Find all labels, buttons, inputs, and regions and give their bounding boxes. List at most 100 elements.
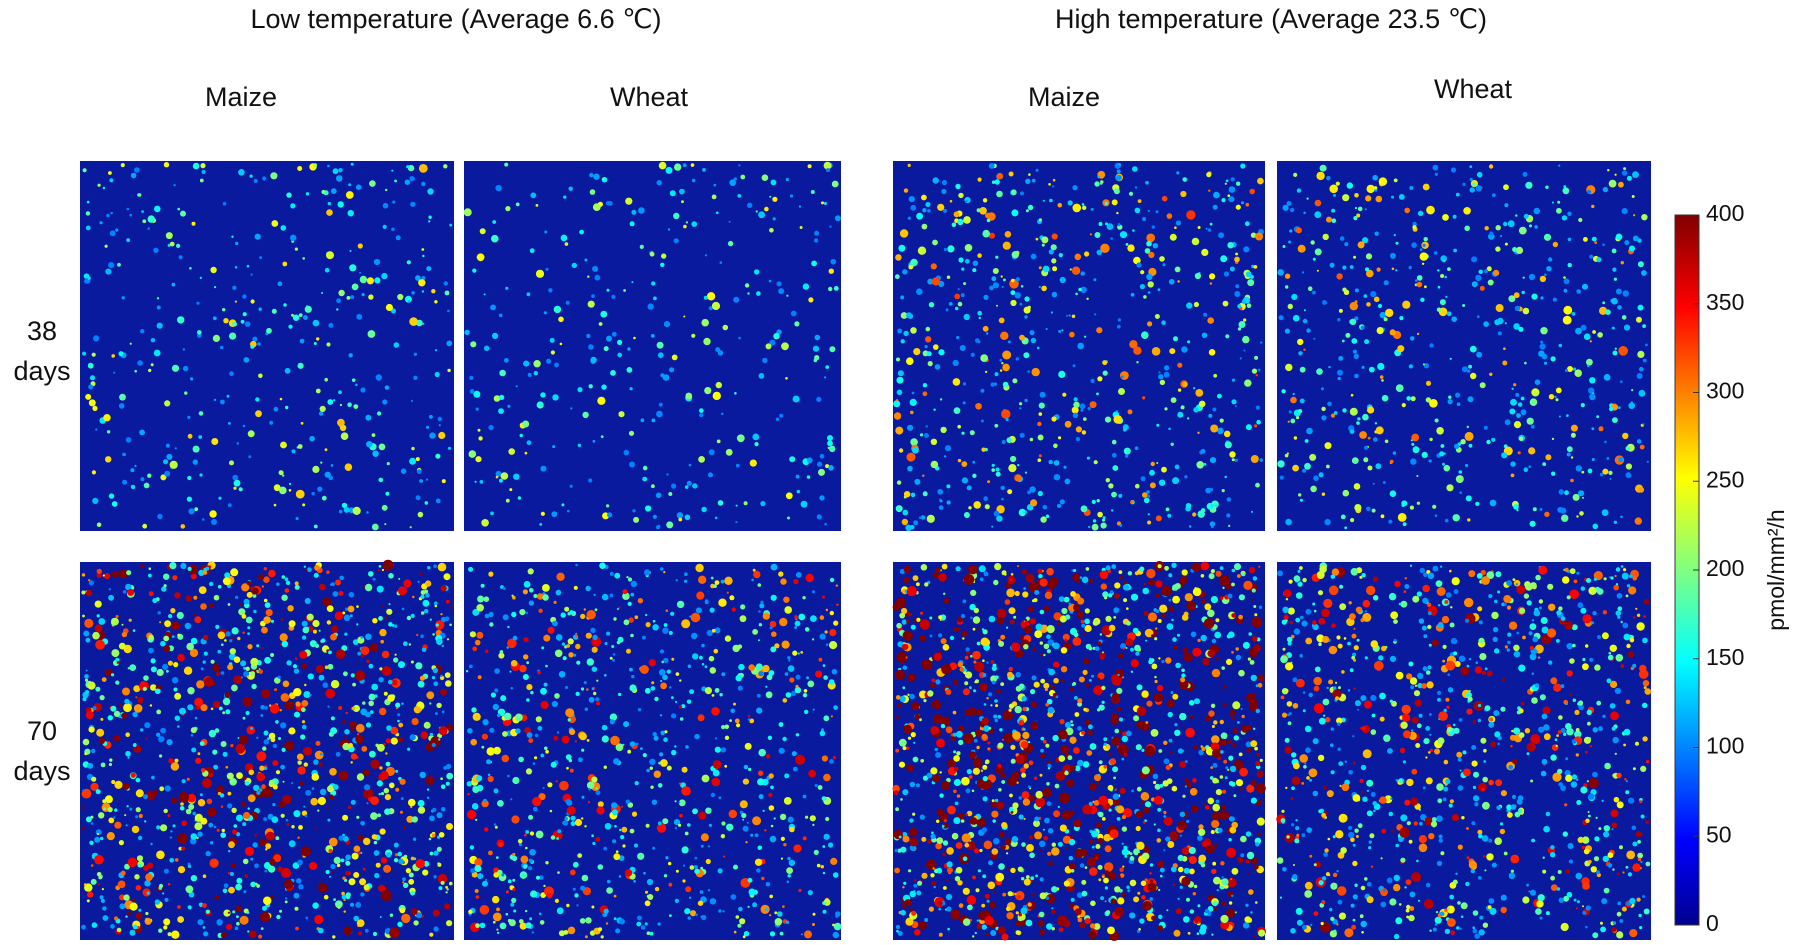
hotspot	[661, 660, 664, 664]
hotspot	[202, 570, 208, 575]
hotspot	[233, 479, 241, 487]
hotspot	[577, 853, 583, 858]
hotspot	[1102, 518, 1105, 522]
hotspot	[1518, 326, 1524, 332]
hotspot	[1602, 468, 1609, 475]
hotspot	[653, 735, 659, 741]
hotspot	[1088, 525, 1091, 529]
hotspot	[685, 221, 689, 224]
hotspot	[1381, 394, 1389, 402]
hotspot	[384, 385, 390, 390]
hotspot	[355, 184, 362, 190]
hotspot	[126, 805, 129, 808]
hotspot	[1187, 340, 1191, 344]
hotspot	[1173, 336, 1178, 342]
hotspot	[505, 912, 509, 916]
hotspot	[192, 811, 196, 816]
hotspot	[265, 848, 268, 851]
hotspot	[650, 334, 655, 338]
hotspot	[1495, 225, 1501, 231]
hotspot	[1367, 406, 1375, 414]
hotspot	[1118, 388, 1125, 395]
hotspot	[1454, 443, 1460, 449]
hotspot	[85, 589, 93, 597]
hotspot	[653, 770, 661, 778]
hotspot	[1243, 349, 1246, 352]
hotspot	[942, 840, 949, 846]
hotspot	[348, 743, 354, 748]
hotspot	[973, 848, 980, 854]
hotspot	[305, 192, 310, 196]
hotspot	[908, 264, 914, 270]
hotspot	[793, 578, 799, 585]
hotspot	[474, 889, 479, 893]
hotspot	[252, 587, 259, 595]
hotspot	[339, 575, 345, 581]
hotspot	[596, 679, 599, 682]
hotspot	[999, 358, 1003, 362]
hotspot	[630, 580, 638, 588]
hotspot	[97, 883, 101, 886]
hotspot	[338, 770, 349, 781]
hotspot	[588, 344, 594, 350]
hotspot	[124, 814, 127, 817]
hotspot	[447, 368, 451, 373]
hotspot	[1005, 417, 1009, 422]
hotspot	[812, 912, 816, 916]
hotspot	[1031, 178, 1036, 183]
hotspot	[268, 732, 276, 740]
hotspot	[721, 672, 726, 677]
hotspot	[431, 833, 436, 838]
hotspot	[353, 915, 360, 922]
hotspot	[1142, 396, 1146, 400]
hotspot	[410, 890, 415, 896]
hotspot	[95, 428, 98, 431]
hotspot	[286, 192, 292, 198]
hotspot	[948, 302, 953, 306]
hotspot	[263, 730, 269, 736]
hotspot	[977, 253, 982, 258]
hotspot	[150, 658, 156, 664]
hotspot	[1091, 674, 1094, 678]
hotspot	[687, 664, 692, 669]
hotspot	[1092, 519, 1097, 523]
hotspot	[1183, 916, 1190, 923]
hotspot	[910, 258, 918, 267]
hotspot	[95, 789, 101, 795]
hotspot	[601, 593, 609, 601]
hotspot	[737, 194, 742, 198]
hotspot	[213, 825, 217, 829]
hotspot	[1602, 301, 1606, 305]
hotspot	[185, 885, 194, 894]
hotspot	[431, 289, 436, 294]
hotspot	[1321, 406, 1326, 412]
hotspot	[1094, 313, 1097, 316]
hotspot	[1038, 218, 1042, 222]
hotspot	[476, 775, 483, 782]
hotspot	[645, 622, 651, 628]
hotspot	[955, 306, 959, 311]
hotspot	[1551, 201, 1554, 204]
hotspot	[1175, 220, 1181, 226]
hotspot	[319, 583, 326, 591]
hotspot	[694, 856, 698, 860]
hotspot	[144, 722, 151, 729]
hotspot	[671, 749, 677, 756]
hotspot	[1331, 208, 1335, 213]
hotspot	[764, 829, 767, 832]
hotspot	[692, 808, 698, 815]
hotspot	[938, 907, 942, 911]
hotspot	[406, 165, 410, 169]
hotspot	[903, 188, 909, 193]
hotspot	[96, 522, 102, 528]
hotspot	[301, 635, 307, 640]
hotspot	[738, 164, 741, 167]
hotspot	[445, 885, 448, 889]
hotspot	[595, 787, 598, 790]
hotspot	[949, 635, 955, 641]
hotspot	[310, 797, 319, 806]
hotspot	[1639, 366, 1644, 372]
hotspot	[1002, 892, 1007, 897]
hotspot	[394, 653, 397, 656]
hotspot	[1465, 463, 1469, 468]
